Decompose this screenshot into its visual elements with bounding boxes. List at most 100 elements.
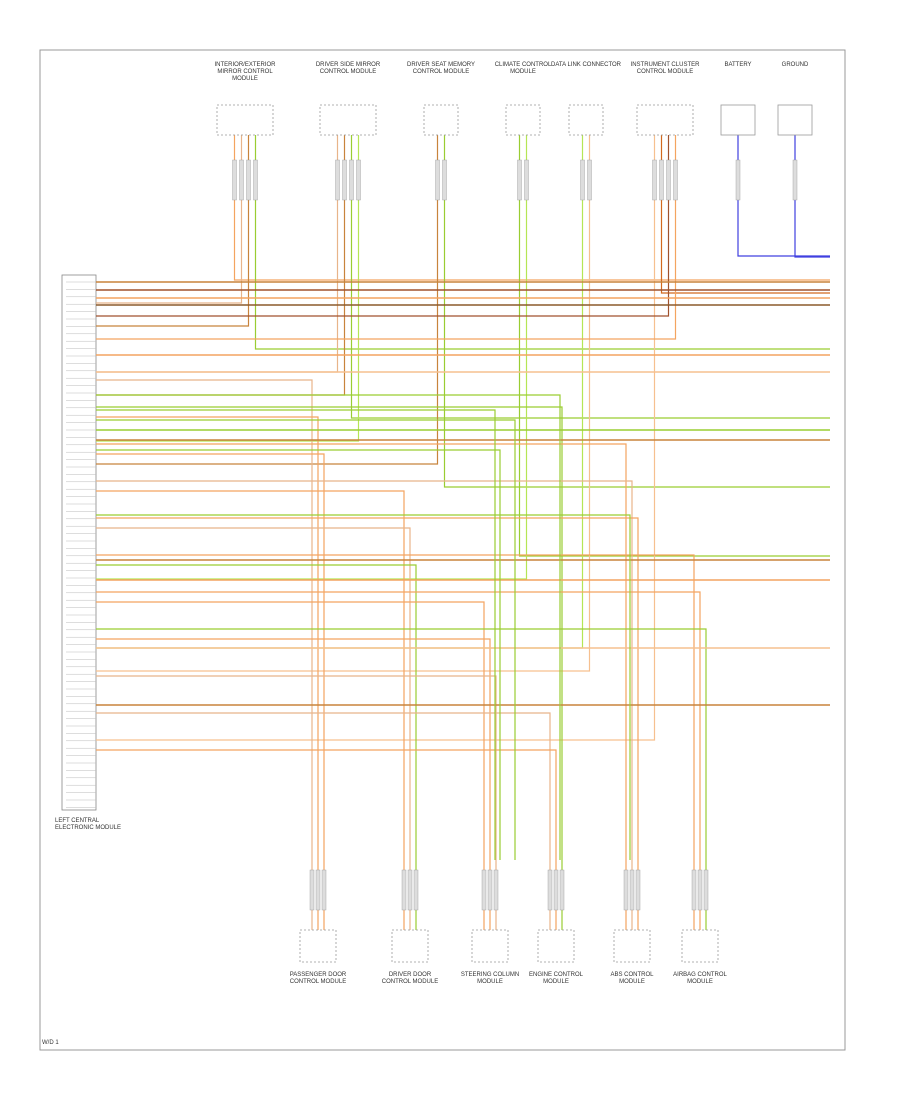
pin-housing (315, 869, 321, 911)
component-box (568, 104, 604, 136)
wire (96, 638, 491, 930)
pin-housing (524, 159, 529, 201)
pin-housing (697, 869, 703, 911)
pin-housing (666, 159, 671, 201)
component-label: Instrument Cluster Control Module (630, 62, 700, 75)
pin-housing (493, 869, 499, 911)
wire (96, 135, 346, 396)
pin-housing (309, 869, 315, 911)
pin-housing (587, 159, 592, 201)
pin-housing (559, 869, 565, 911)
pin-housing (792, 159, 798, 201)
pin-housing (703, 869, 709, 911)
wire (96, 135, 591, 672)
wire (96, 443, 627, 930)
pin-housing (232, 159, 237, 201)
component-label: Battery (724, 62, 752, 68)
component-box (391, 929, 429, 963)
component-box (423, 104, 459, 136)
wire (96, 135, 584, 649)
wire (96, 517, 639, 930)
wire (233, 135, 830, 281)
component-label: W/D 1 (42, 1040, 59, 1046)
component-box (777, 104, 813, 136)
wire (96, 453, 325, 930)
component-box (299, 929, 337, 963)
wire (96, 135, 528, 580)
wire (96, 527, 411, 930)
component-label: Driver Seat Memory Control Module (406, 62, 475, 75)
wires (96, 135, 830, 930)
wire (96, 135, 360, 442)
component-box (681, 929, 719, 963)
pin-housing (246, 159, 251, 201)
pin-housing (401, 869, 407, 911)
pin-housing (629, 869, 635, 911)
wire (96, 135, 656, 741)
wire (443, 135, 830, 488)
wire (96, 514, 631, 860)
wire (96, 135, 243, 304)
wire (794, 135, 830, 258)
component-label: Airbag Control Module (673, 972, 727, 985)
pin-housing (487, 869, 493, 911)
wire (96, 449, 501, 860)
component-box (720, 104, 756, 136)
pin-housing (342, 159, 347, 201)
component-label: Engine Control Module (528, 972, 583, 985)
pin-housing (321, 869, 327, 911)
component-label: Driver Door Control Module (381, 972, 439, 985)
component-box (216, 104, 274, 136)
wire (96, 712, 551, 930)
component-box (505, 104, 541, 136)
wire (96, 675, 497, 930)
component-box (537, 929, 575, 963)
pin-housing (442, 159, 447, 201)
pin-housing (623, 869, 629, 911)
component-box (319, 104, 377, 136)
pin-housing (673, 159, 678, 201)
pin-housing (553, 869, 559, 911)
wire (96, 591, 701, 930)
wire (96, 135, 439, 465)
pin-housing (659, 159, 664, 201)
pin-housing (253, 159, 258, 201)
pin-housing (239, 159, 244, 201)
wire (350, 135, 830, 419)
component-label: Passenger Door Control Module (289, 972, 347, 985)
components (66, 104, 813, 963)
wire (96, 379, 313, 930)
wire (660, 135, 830, 294)
wire (96, 416, 319, 930)
wire (96, 601, 485, 930)
pin-housing (547, 869, 553, 911)
wire (96, 406, 563, 930)
pin-housing (407, 869, 413, 911)
component-label: ABS Control Module (610, 972, 654, 985)
component-box (613, 929, 651, 963)
pin-housing (335, 159, 340, 201)
pin-housing (652, 159, 657, 201)
wire (96, 135, 339, 373)
wire (96, 135, 677, 340)
component-box (636, 104, 694, 136)
connector-body (61, 274, 97, 811)
component-label: Interior/Exterior Mirror Control Module (214, 62, 276, 82)
wire (96, 394, 561, 860)
component-label: Left Central Electronic Module (55, 818, 122, 831)
wire (737, 135, 830, 257)
component-label: Data Link Connector (551, 62, 622, 68)
wire (96, 419, 516, 860)
wire (518, 135, 830, 557)
wire (254, 135, 830, 350)
component-label: Climate Control Module (494, 62, 552, 75)
pin-housing (481, 869, 487, 911)
wire (96, 564, 417, 930)
pin-housing (413, 869, 419, 911)
pin-housing (580, 159, 585, 201)
pin-housing (517, 159, 522, 201)
wire (96, 554, 695, 930)
wire (96, 490, 405, 930)
